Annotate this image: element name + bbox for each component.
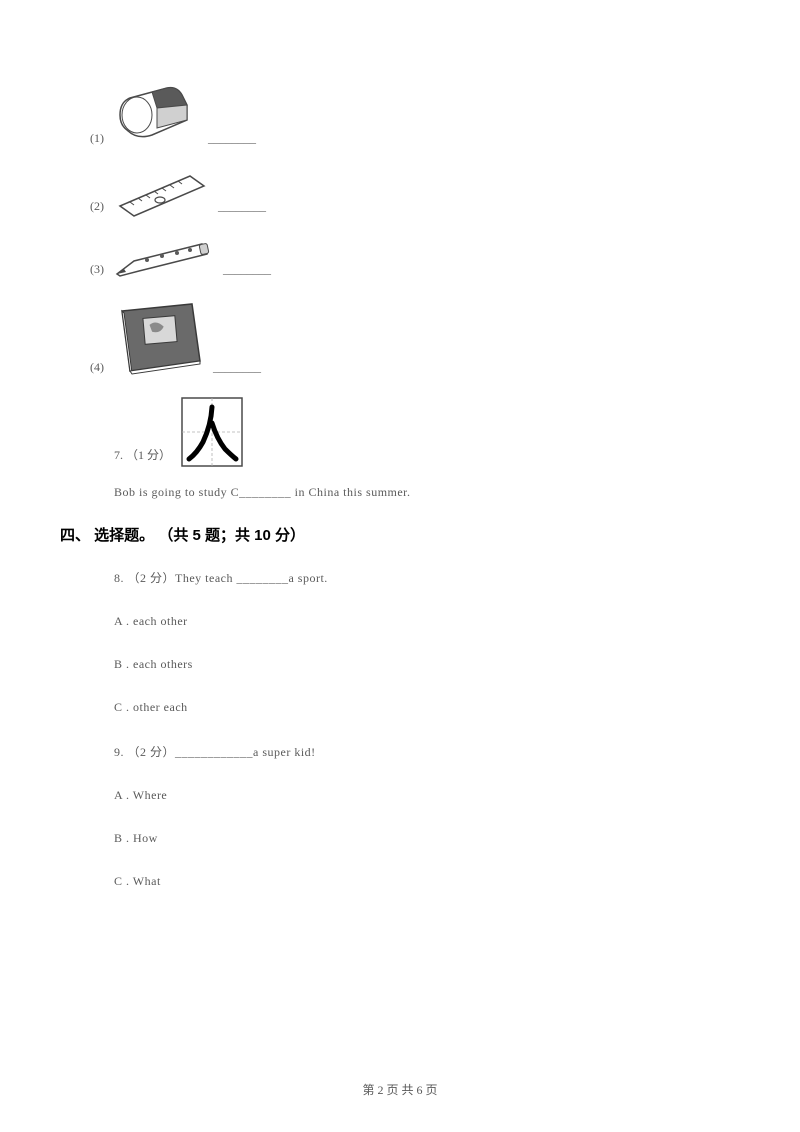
- pencil-icon: [112, 236, 217, 281]
- question-7: 7. （1 分）: [114, 397, 710, 467]
- q9-option-a: A . Where: [114, 788, 710, 803]
- item-2: (2) ________: [90, 168, 710, 218]
- item-1-blank: ________: [208, 131, 256, 150]
- item-2-blank: ________: [218, 199, 266, 218]
- item-1: (1) ________: [90, 80, 710, 150]
- section-4-header: 四、 选择题。 （共 5 题；共 10 分）: [60, 524, 710, 545]
- chinese-character-icon: [181, 397, 243, 467]
- q9-option-b: B . How: [114, 831, 710, 846]
- item-3-number: (3): [90, 262, 104, 281]
- q8-option-b: B . each others: [114, 657, 710, 672]
- ruler-icon: [112, 168, 212, 218]
- q7-label: 7. （1 分）: [114, 446, 171, 467]
- item-4: (4) ________: [90, 299, 710, 379]
- item-3: (3) ________: [90, 236, 710, 281]
- item-2-number: (2): [90, 199, 104, 218]
- item-3-blank: ________: [223, 262, 271, 281]
- eraser-icon: [112, 80, 202, 150]
- item-4-blank: ________: [213, 360, 261, 379]
- item-1-number: (1): [90, 131, 104, 150]
- q9-text: 9. （2 分）____________a super kid!: [114, 743, 710, 760]
- q8-option-c: C . other each: [114, 700, 710, 715]
- notebook-icon: [112, 299, 207, 379]
- page-footer: 第 2 页 共 6 页: [0, 1081, 800, 1098]
- q9-option-c: C . What: [114, 874, 710, 889]
- q8-text: 8. （2 分）They teach ________a sport.: [114, 569, 710, 586]
- item-4-number: (4): [90, 360, 104, 379]
- q8-option-a: A . each other: [114, 614, 710, 629]
- q7-sentence: Bob is going to study C________ in China…: [114, 485, 710, 500]
